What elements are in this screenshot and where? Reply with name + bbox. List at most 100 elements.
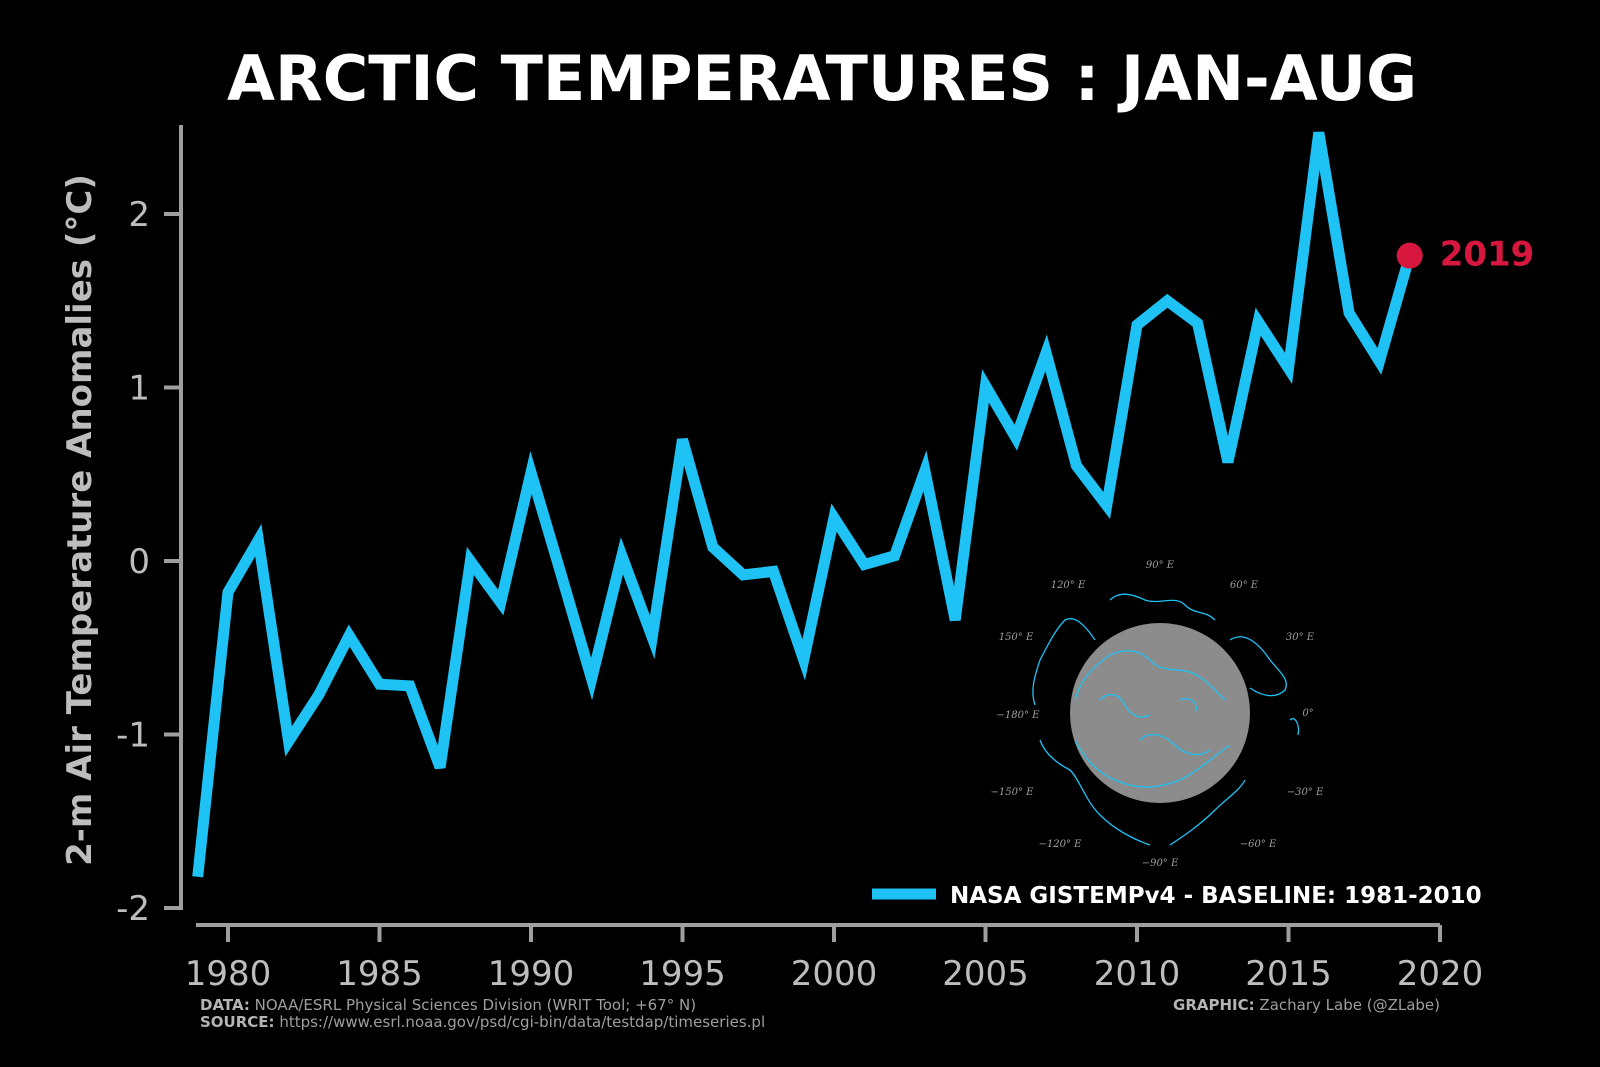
data-point [256,538,260,542]
data-point [347,634,351,638]
data-point [468,559,472,563]
data-point [893,554,897,558]
coastline-2 [1074,739,1231,788]
footer-data: DATA: NOAA/ESRL Physical Sciences Divisi… [200,996,696,1014]
data-point [1196,321,1200,325]
coastline-9 [1139,733,1211,756]
data-point [1287,366,1291,370]
data-point [741,573,745,577]
x-tick-label: 2015 [1245,954,1332,994]
highlight-point [1396,242,1423,269]
data-point [590,677,594,681]
data-point [1165,299,1169,303]
data-point [1105,503,1109,507]
map-label: −120° E [1039,839,1083,850]
map-label: −90° E [1142,858,1179,869]
data-point [499,601,503,605]
data-point [317,693,321,697]
data-point [529,471,533,475]
map-label: 60° E [1230,580,1259,591]
footer-graphic-text: Zachary Labe (@ZLabe) [1259,996,1440,1014]
coastline-10 [1289,718,1300,736]
map-label: 0° [1302,708,1313,719]
data-point [1135,323,1139,327]
map-label: 30° E [1286,632,1315,643]
data-point [953,618,957,622]
highlight-label: 2019 [1440,235,1535,275]
chart-title: ARCTIC TEMPERATURES : JAN-AUG [227,42,1417,115]
footer-data-label: DATA: [200,996,250,1014]
y-tick-label: -2 [116,889,150,929]
data-point [832,516,836,520]
map-label: 90° E [1146,560,1175,571]
x-tick-label: 1995 [639,954,726,994]
data-point [1074,464,1078,468]
data-point [923,469,927,473]
x-tick-label: 2005 [942,954,1029,994]
map-label: −150° E [991,787,1035,798]
y-axis-label: 2-m Air Temperature Anomalies (°C) [60,174,100,866]
coastline-6 [1169,779,1246,846]
x-tick-label: 1985 [336,954,423,994]
data-point [650,635,654,639]
data-point [196,875,200,879]
coastline-8 [1099,693,1197,718]
coastline-4 [1229,636,1287,697]
data-point [1226,460,1230,464]
footer-source: SOURCE: https://www.esrl.noaa.gov/psd/cg… [200,1013,765,1031]
legend: NASA GISTEMPv4 - BASELINE: 1981-2010 [872,883,1482,909]
y-tick-label: 2 [128,195,150,235]
coastline-7 [1109,593,1216,621]
data-point [226,590,230,594]
data-point [438,765,442,769]
footer-data-text: NOAA/ESRL Physical Sciences Division (WR… [255,996,696,1014]
map-coastlines [1032,593,1300,846]
footer-graphic: GRAPHIC: Zachary Labe (@ZLabe) [1173,996,1440,1014]
data-point [1347,311,1351,315]
axes [179,125,1440,927]
map-label: −180° E [997,710,1041,721]
y-tick-label: 0 [128,542,150,582]
y-tick-label: -1 [116,716,150,756]
coastline-5 [1039,739,1151,846]
data-point [287,739,291,743]
data-point [984,384,988,388]
data-point [681,438,685,442]
x-tick-label: 1990 [488,954,575,994]
legend-label: NASA GISTEMPv4 - BASELINE: 1981-2010 [950,883,1482,909]
data-point [1377,359,1381,363]
coastline-3 [1032,618,1096,706]
series-line [192,131,1415,878]
footer-graphic-label: GRAPHIC: [1173,996,1255,1014]
x-tick-label: 2000 [791,954,878,994]
map-label: 150° E [999,632,1034,643]
x-tick-label: 2020 [1397,954,1484,994]
data-point [1317,130,1321,134]
map-label: −60° E [1240,839,1277,850]
map-labels: 90° E 120° E 60° E 150° E 30° E −180° E 0° −150… [991,560,1324,869]
data-point [378,682,382,686]
y-tick-label: 1 [128,369,150,409]
footer-source-label: SOURCE: [200,1013,275,1031]
data-point [802,658,806,662]
data-point [771,569,775,573]
data-point [1256,320,1260,324]
map-disc [1070,623,1250,803]
data-point [1044,351,1048,355]
data-point [559,573,563,577]
coastline-1 [1074,650,1226,701]
x-tick-label: 1980 [185,954,272,994]
data-point [862,562,866,566]
map-label: −30° E [1287,787,1324,798]
data-point [711,545,715,549]
data-point [1014,436,1018,440]
inset-map: 90° E 120° E 60° E 150° E 30° E −180° E 0° −150… [991,560,1324,869]
y-ticks: -2 -1 0 1 2 [116,195,181,929]
data-point [620,554,624,558]
map-label: 120° E [1051,580,1086,591]
x-ticks: 1980 1985 1990 1995 2000 2005 2010 2015 2020 [185,925,1484,994]
x-tick-label: 2010 [1094,954,1181,994]
footer-source-text: https://www.esrl.noaa.gov/psd/cgi-bin/da… [279,1013,765,1031]
